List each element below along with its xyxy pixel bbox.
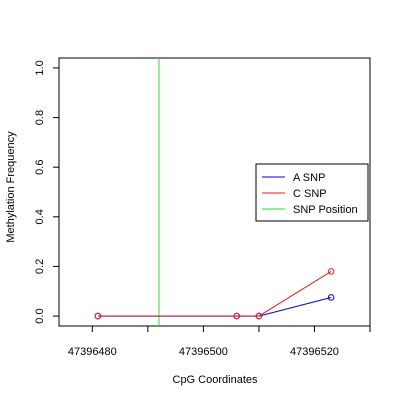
x-tick-label: 47396480 — [68, 346, 117, 358]
c-snp-point — [94, 312, 102, 320]
legend-label-snp-position: SNP Position — [293, 204, 358, 216]
x-tick-label: 47396520 — [290, 346, 339, 358]
y-tick-label: 0.4 — [34, 209, 46, 224]
y-tick-label: 0.6 — [34, 160, 46, 175]
x-tick-label: 47396500 — [179, 346, 228, 358]
y-tick-label: 0.2 — [34, 259, 46, 274]
x-axis-title: CpG Coordinates — [173, 374, 258, 386]
c-snp-line — [97, 270, 332, 317]
y-tick-label: 1.0 — [34, 60, 46, 75]
a-snp-line — [97, 297, 332, 317]
y-tick-label: 0.0 — [34, 308, 46, 323]
y-tick-label: 0.8 — [34, 110, 46, 125]
plot-group: 47396480 47396500 47396520 0.0 0.2 0.4 0.6 0.8 1… — [34, 57, 371, 358]
c-snp-point — [233, 312, 241, 320]
c-snp-point — [327, 268, 335, 275]
a-snp-point — [327, 294, 335, 301]
legend-label-a-snp: A SNP — [293, 172, 325, 184]
c-snp-point — [255, 312, 263, 320]
plot-frame — [58, 57, 371, 327]
legend-label-c-snp: C SNP — [293, 188, 327, 200]
y-axis-title: Methylation Frequency — [5, 131, 17, 243]
